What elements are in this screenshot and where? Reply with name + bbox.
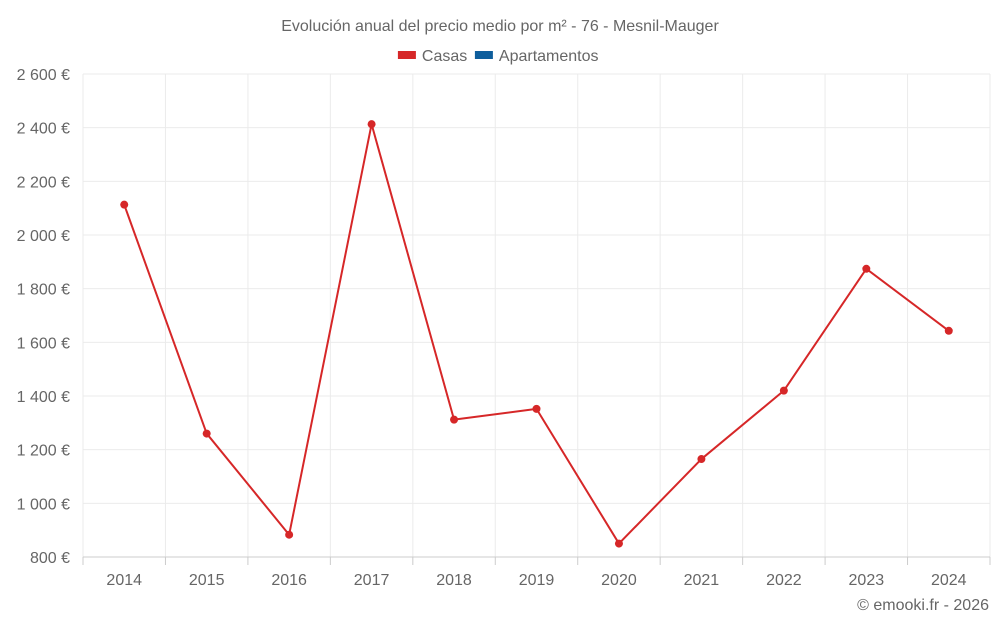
- y-tick-label: 2 000 €: [17, 228, 70, 245]
- x-tick-label: 2019: [519, 572, 555, 589]
- legend-swatch-apartamentos: [474, 51, 493, 59]
- data-point-casas-2018[interactable]: [450, 415, 459, 424]
- data-point-casas-2015[interactable]: [202, 429, 211, 438]
- x-tick-label: 2017: [354, 572, 390, 589]
- data-point-casas-2016[interactable]: [285, 530, 294, 539]
- data-point-casas-2022[interactable]: [779, 386, 788, 395]
- legend: Casas Apartamentos: [397, 48, 599, 65]
- legend-swatch-casas: [397, 51, 416, 59]
- x-tick-label: 2020: [601, 572, 637, 589]
- x-tick-label: 2024: [931, 572, 967, 589]
- data-point-casas-2021[interactable]: [697, 455, 706, 464]
- y-tick-label: 800 €: [30, 550, 70, 567]
- x-tick-label: 2015: [189, 572, 225, 589]
- legend-label-casas[interactable]: Casas: [422, 48, 467, 65]
- x-axis: 2014 2015 2016 2017 2018 2019 2020 2021 2022 2023…: [82, 556, 991, 589]
- x-tick-label: 2014: [106, 572, 142, 589]
- grid: [82, 73, 991, 558]
- x-tick-label: 2022: [766, 572, 802, 589]
- data-point-casas-2023[interactable]: [862, 264, 871, 273]
- data-point-casas-2019[interactable]: [532, 404, 541, 413]
- y-tick-label: 1 400 €: [17, 389, 70, 406]
- data-point-casas-2024[interactable]: [944, 326, 953, 335]
- x-tick-label: 2018: [436, 572, 472, 589]
- y-tick-label: 2 200 €: [17, 174, 70, 191]
- series-layer: [120, 120, 953, 548]
- y-tick-label: 1 800 €: [17, 282, 70, 299]
- watermark: © emooki.fr - 2026: [857, 597, 989, 614]
- data-point-casas-2014[interactable]: [120, 200, 129, 209]
- y-tick-label: 1 000 €: [17, 496, 70, 513]
- data-point-casas-2017[interactable]: [367, 120, 376, 129]
- y-tick-label: 2 600 €: [17, 67, 70, 84]
- y-axis: 800 € 1 000 € 1 200 € 1 400 € 1 600 € 1 800 €…: [17, 67, 70, 567]
- y-tick-label: 1 200 €: [17, 443, 70, 460]
- legend-label-apartamentos[interactable]: Apartamentos: [499, 48, 599, 65]
- chart-title: Evolución anual del precio medio por m² …: [281, 18, 719, 35]
- data-point-casas-2020[interactable]: [614, 539, 623, 548]
- x-tick-label: 2021: [684, 572, 720, 589]
- x-tick-label: 2016: [271, 572, 307, 589]
- x-tick-label: 2023: [849, 572, 885, 589]
- y-tick-label: 1 600 €: [17, 335, 70, 352]
- y-tick-label: 2 400 €: [17, 121, 70, 138]
